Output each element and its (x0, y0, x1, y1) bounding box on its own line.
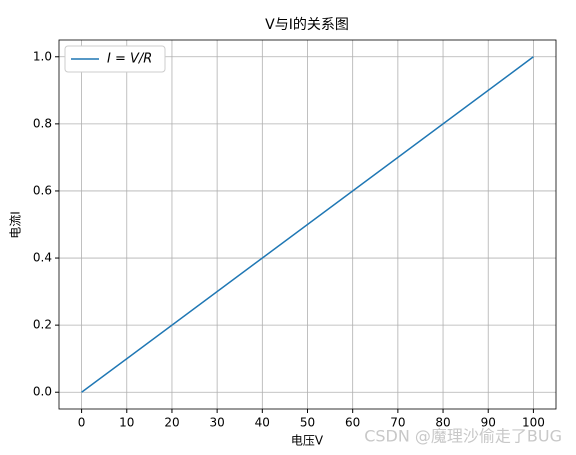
x-tick-label: 60 (345, 416, 360, 430)
y-tick-label: 0.6 (33, 183, 52, 197)
y-tick-label: 0.8 (33, 116, 52, 130)
x-tick-label: 90 (481, 416, 496, 430)
x-tick-label: 70 (390, 416, 405, 430)
legend-box (64, 45, 166, 73)
x-tick-label: 20 (164, 416, 179, 430)
x-tick-label: 50 (300, 416, 315, 430)
y-axis-label: 电流I (9, 211, 23, 239)
x-tick-label: 40 (255, 416, 270, 430)
plot-frame (58, 39, 557, 410)
y-tick-label: 1.0 (33, 49, 52, 63)
x-tick-label: 10 (119, 416, 134, 430)
watermark: CSDN @魔理沙偷走了BUG (364, 427, 562, 446)
chart-title: V与I的关系图 (265, 17, 349, 33)
x-tick-label: 30 (209, 416, 224, 430)
y-tick-label: 0.4 (33, 251, 52, 265)
x-tick-label: 80 (435, 416, 450, 430)
x-axis-label: 电压V (291, 434, 324, 448)
y-tick-label: 0.0 (33, 385, 52, 399)
x-tick-label: 0 (78, 416, 86, 430)
legend-label: I = V/R (107, 52, 152, 67)
y-tick-label: 0.2 (33, 318, 52, 332)
data-line (81, 56, 534, 393)
x-tick-label: 100 (522, 416, 545, 430)
